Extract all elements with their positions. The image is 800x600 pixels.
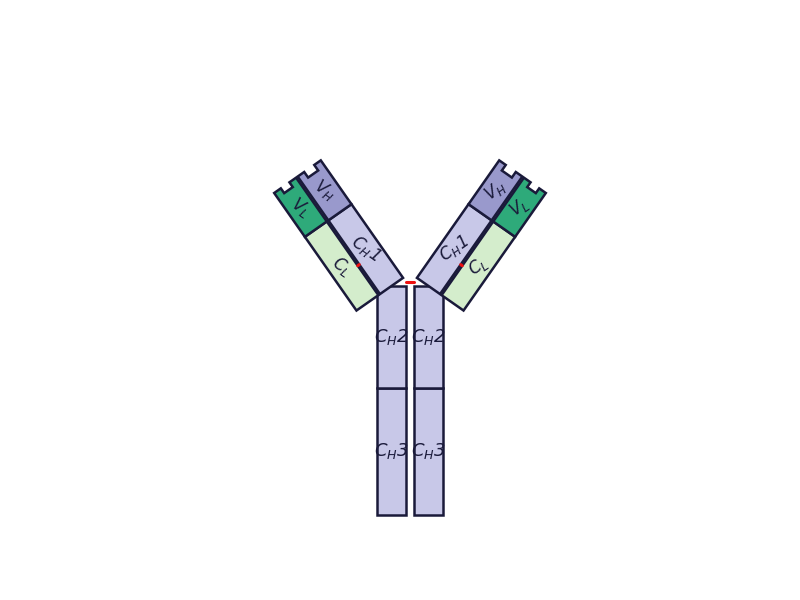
- Text: C$_L$: C$_L$: [328, 252, 355, 280]
- Polygon shape: [414, 286, 442, 388]
- Polygon shape: [417, 204, 492, 294]
- Polygon shape: [442, 221, 515, 311]
- Polygon shape: [328, 204, 403, 294]
- Text: V$_H$: V$_H$: [310, 176, 339, 205]
- Text: C$_H$2: C$_H$2: [411, 327, 446, 347]
- Polygon shape: [469, 160, 522, 220]
- Polygon shape: [414, 388, 442, 515]
- Polygon shape: [494, 178, 546, 237]
- Polygon shape: [274, 178, 326, 237]
- Text: C$_H$3: C$_H$3: [374, 442, 409, 461]
- Text: V$_H$: V$_H$: [481, 176, 510, 205]
- Polygon shape: [378, 388, 406, 515]
- Text: V$_L$: V$_L$: [506, 194, 533, 221]
- Text: C$_H$3: C$_H$3: [411, 442, 446, 461]
- Text: C$_H$1: C$_H$1: [347, 232, 384, 266]
- Text: C$_L$: C$_L$: [465, 252, 492, 280]
- Polygon shape: [378, 286, 406, 388]
- Text: C$_H$1: C$_H$1: [436, 232, 473, 266]
- Text: V$_L$: V$_L$: [287, 194, 314, 221]
- Text: C$_H$2: C$_H$2: [374, 327, 409, 347]
- Polygon shape: [298, 160, 351, 220]
- Polygon shape: [305, 221, 378, 311]
